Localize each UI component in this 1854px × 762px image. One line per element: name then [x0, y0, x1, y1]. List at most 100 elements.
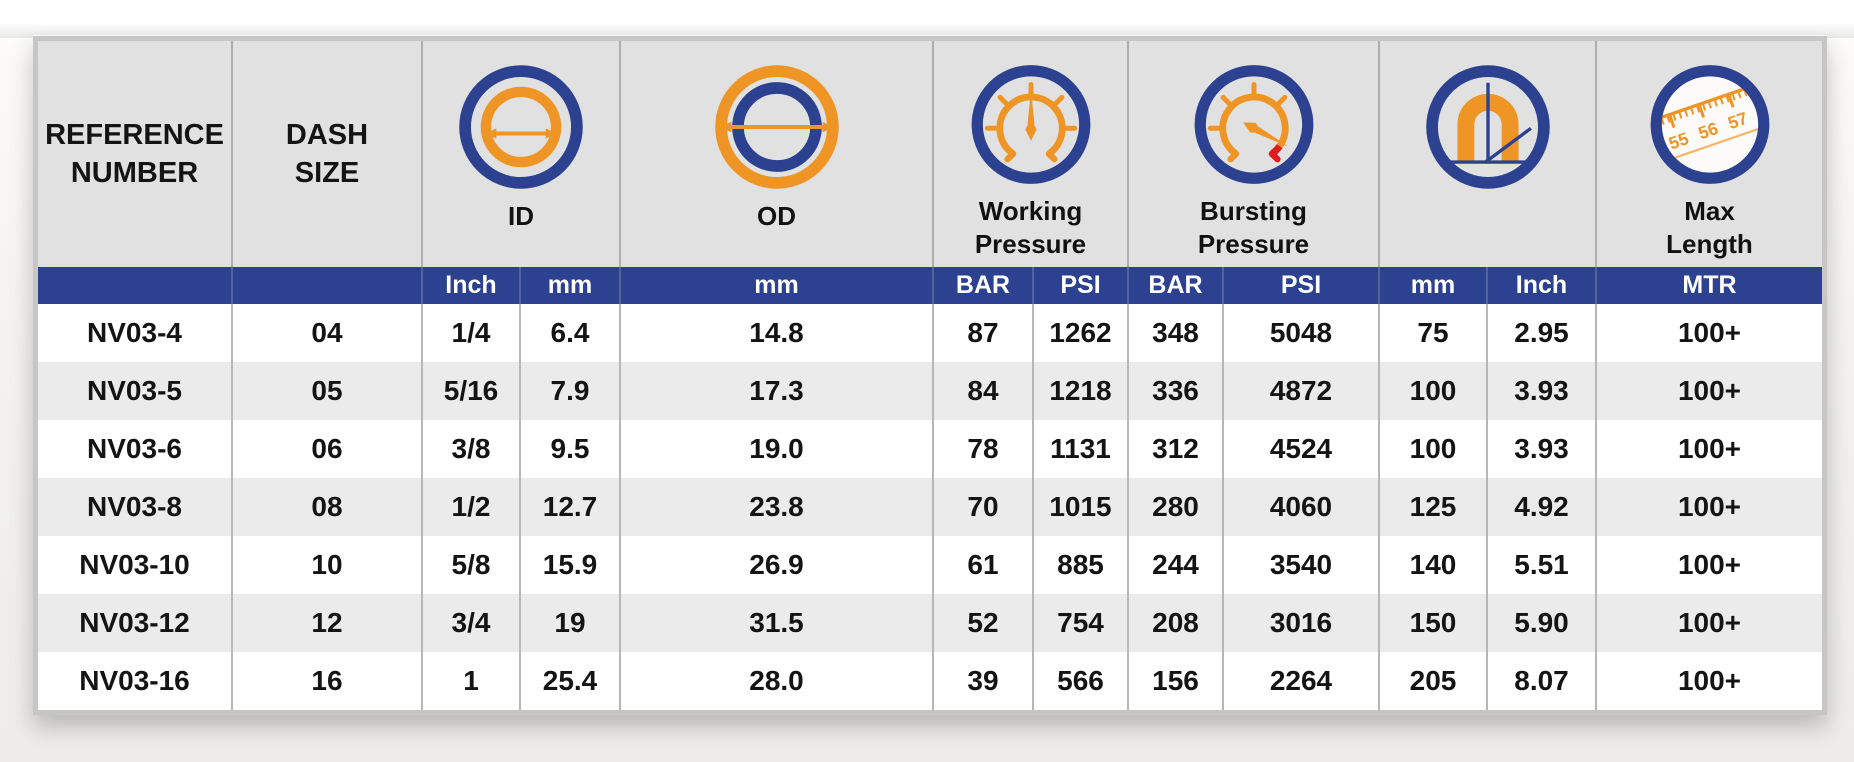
spec-cell: 4524: [1222, 420, 1379, 478]
spec-cell: 208: [1127, 594, 1223, 652]
spec-table: REFERENCE NUMBER DASH SIZE ID: [38, 41, 1822, 710]
spec-cell: 100+: [1595, 420, 1822, 478]
unit-bursting-psi: PSI: [1222, 267, 1379, 304]
spec-cell: 3540: [1222, 536, 1379, 594]
od-label: OD: [757, 201, 796, 231]
spec-cell: 1/4: [421, 304, 520, 362]
spec-cell: 885: [1032, 536, 1128, 594]
unit-empty-dash: [231, 267, 422, 304]
spec-cell: 19: [519, 594, 620, 652]
spec-cell: 15.9: [519, 536, 620, 594]
spec-cell: 100+: [1595, 362, 1822, 420]
spec-cell: 61: [932, 536, 1033, 594]
spec-cell: 14.8: [619, 304, 933, 362]
page-top-gloss: [0, 0, 1854, 38]
unit-empty-reference: [38, 267, 232, 304]
spec-cell: 12: [231, 594, 422, 652]
bursting-pressure-label: Bursting Pressure: [1197, 196, 1310, 259]
icon-header-row: REFERENCE NUMBER DASH SIZE ID: [38, 41, 1822, 267]
column-header-id: ID: [421, 41, 620, 267]
spec-row: NV03-12 12 3/4 19 31.5 52 754 208 3016 1…: [38, 594, 1822, 652]
spec-cell: 52: [932, 594, 1033, 652]
spec-cell: NV03-16: [38, 652, 232, 710]
bend-radius-icon: [1425, 65, 1550, 189]
spec-cell: 23.8: [619, 478, 933, 536]
measuring-ruler-icon: 55 56 57: [1650, 65, 1769, 184]
unit-id-inch: Inch: [421, 267, 520, 304]
spec-cell: 4.92: [1486, 478, 1596, 536]
spec-cell: 312: [1127, 420, 1223, 478]
spec-cell: 19.0: [619, 420, 933, 478]
spec-cell: NV03-6: [38, 420, 232, 478]
spec-cell: 06: [231, 420, 422, 478]
column-header-working-pressure: Working Pressure: [932, 41, 1128, 267]
spec-cell: 1131: [1032, 420, 1128, 478]
spec-row: NV03-5 05 5/16 7.9 17.3 84 1218 336 4872…: [38, 362, 1822, 420]
spec-cell: 78: [932, 420, 1033, 478]
spec-cell: 5048: [1222, 304, 1379, 362]
column-header-max-length: 55 56 57 Max Length: [1595, 41, 1822, 267]
spec-cell: 3.93: [1486, 420, 1596, 478]
spec-cell: 5.51: [1486, 536, 1596, 594]
reference-number-label: REFERENCE NUMBER: [45, 118, 224, 189]
spec-cell: 100: [1378, 362, 1487, 420]
outer-diameter-icon: [714, 65, 839, 189]
spec-cell: 100+: [1595, 536, 1822, 594]
spec-cell: 1: [421, 652, 520, 710]
spec-cell: NV03-5: [38, 362, 232, 420]
spec-cell: NV03-12: [38, 594, 232, 652]
spec-cell: 28.0: [619, 652, 933, 710]
spec-row: NV03-10 10 5/8 15.9 26.9 61 885 244 3540…: [38, 536, 1822, 594]
spec-cell: 3/4: [421, 594, 520, 652]
column-header-reference-number: REFERENCE NUMBER: [38, 41, 232, 267]
spec-cell: 25.4: [519, 652, 620, 710]
unit-bend-inch: Inch: [1486, 267, 1596, 304]
spec-cell: 205: [1378, 652, 1487, 710]
spec-cell: 3/8: [421, 420, 520, 478]
spec-cell: 156: [1127, 652, 1223, 710]
spec-cell: 39: [932, 652, 1033, 710]
spec-row: NV03-6 06 3/8 9.5 19.0 78 1131 312 4524 …: [38, 420, 1822, 478]
spec-cell: 05: [231, 362, 422, 420]
spec-cell: 87: [932, 304, 1033, 362]
id-label: ID: [508, 201, 534, 231]
spec-cell: NV03-4: [38, 304, 232, 362]
spec-cell: 84: [932, 362, 1033, 420]
spec-cell: 100+: [1595, 478, 1822, 536]
max-length-label: Max Length: [1666, 196, 1753, 259]
spec-cell: NV03-10: [38, 536, 232, 594]
spec-cell: 100: [1378, 420, 1487, 478]
unit-max-mtr: MTR: [1595, 267, 1822, 304]
spec-cell: 150: [1378, 594, 1487, 652]
spec-cell: 5.90: [1486, 594, 1596, 652]
spec-cell: NV03-8: [38, 478, 232, 536]
spec-cell: 5/16: [421, 362, 520, 420]
column-header-bend-radius: [1378, 41, 1596, 267]
spec-cell: 100+: [1595, 652, 1822, 710]
working-pressure-gauge-icon: [971, 65, 1090, 184]
unit-od-mm: mm: [619, 267, 933, 304]
spec-cell: 1/2: [421, 478, 520, 536]
spec-cell: 7.9: [519, 362, 620, 420]
spec-cell: 100+: [1595, 304, 1822, 362]
unit-working-bar: BAR: [932, 267, 1033, 304]
bursting-pressure-gauge-icon: [1194, 65, 1313, 184]
column-header-od: OD: [619, 41, 933, 267]
spec-cell: 16: [231, 652, 422, 710]
spec-row: NV03-4 04 1/4 6.4 14.8 87 1262 348 5048 …: [38, 304, 1822, 362]
spec-cell: 754: [1032, 594, 1128, 652]
spec-cell: 100+: [1595, 594, 1822, 652]
spec-cell: 280: [1127, 478, 1223, 536]
spec-row: NV03-8 08 1/2 12.7 23.8 70 1015 280 4060…: [38, 478, 1822, 536]
spec-cell: 10: [231, 536, 422, 594]
unit-header-row: Inch mm mm BAR PSI BAR PSI mm Inch MTR: [38, 267, 1822, 304]
spec-cell: 348: [1127, 304, 1223, 362]
working-pressure-label: Working Pressure: [974, 196, 1087, 259]
spec-cell: 244: [1127, 536, 1223, 594]
unit-bursting-bar: BAR: [1127, 267, 1223, 304]
column-header-bursting-pressure: Bursting Pressure: [1127, 41, 1379, 267]
spec-cell: 26.9: [619, 536, 933, 594]
spec-cell: 70: [932, 478, 1033, 536]
spec-cell: 2264: [1222, 652, 1379, 710]
spec-cell: 1262: [1032, 304, 1128, 362]
